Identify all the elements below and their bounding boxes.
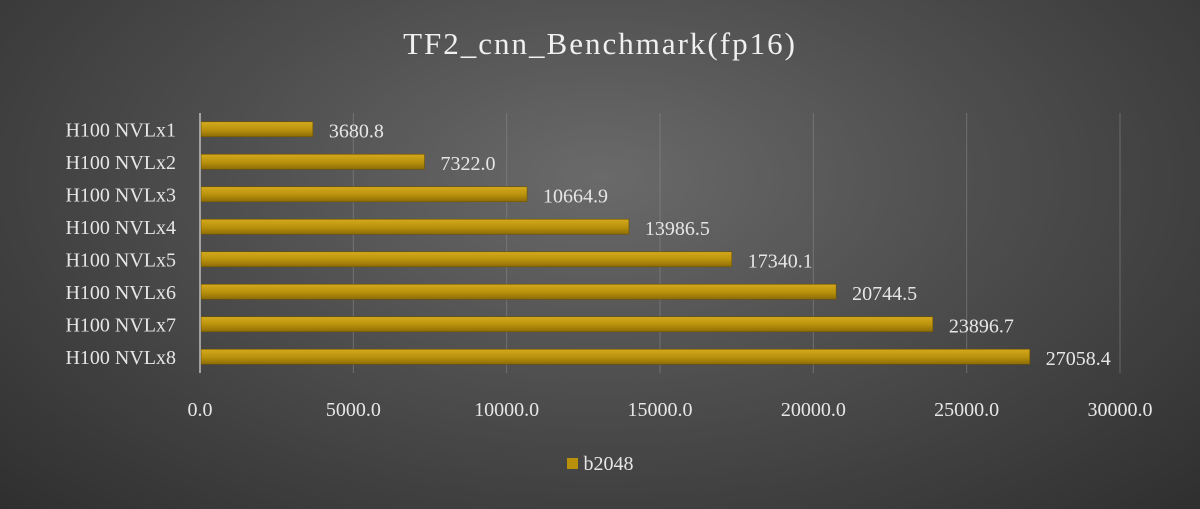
bar (200, 153, 425, 170)
bar (200, 283, 837, 300)
value-label: 17340.1 (748, 250, 813, 272)
legend-swatch (566, 458, 578, 469)
legend-label: b2048 (583, 453, 634, 475)
value-label: 20744.5 (852, 283, 917, 305)
value-label: 23896.7 (949, 315, 1014, 337)
x-tick-labels: 0.0 5000.0 10000.0 15000.0 20000.0 25000.0 300… (188, 399, 1153, 421)
bar (200, 218, 630, 235)
value-labels: 3680.8 7322.0 10664.9 13986.5 17340.1 20744.5… (329, 120, 1111, 370)
category-label: H100 NVLx3 (65, 184, 176, 206)
category-labels: H100 NVLx1 H100 NVLx2 H100 NVLx3 H100 NVLx4… (65, 119, 176, 369)
chart-title: TF2_cnn_Benchmark(fp16) (403, 26, 797, 61)
category-label: H100 NVLx1 (65, 119, 176, 141)
x-tick-label: 10000.0 (474, 399, 539, 421)
category-label: H100 NVLx7 (65, 314, 176, 336)
category-label: H100 NVLx8 (65, 347, 176, 369)
value-label: 3680.8 (329, 120, 384, 142)
value-label: 27058.4 (1046, 348, 1111, 370)
x-tick-label: 5000.0 (326, 399, 381, 421)
x-tick-label: 15000.0 (628, 399, 693, 421)
value-label: 10664.9 (543, 185, 608, 207)
x-tick-label: 0.0 (188, 399, 213, 421)
category-label: H100 NVLx4 (65, 217, 176, 239)
bar (200, 121, 314, 138)
x-tick-label: 30000.0 (1088, 399, 1153, 421)
x-tick-label: 20000.0 (781, 399, 846, 421)
category-label: H100 NVLx5 (65, 249, 176, 271)
bar (200, 251, 733, 268)
legend: b2048 (0, 453, 1200, 476)
value-label: 7322.0 (441, 153, 496, 175)
bar (200, 316, 934, 333)
bars (200, 121, 1031, 365)
bar (200, 186, 528, 203)
x-tick-label: 25000.0 (934, 399, 999, 421)
category-label: H100 NVLx6 (65, 282, 176, 304)
category-label: H100 NVLx2 (65, 152, 176, 174)
bar (200, 348, 1031, 365)
value-label: 13986.5 (645, 218, 710, 240)
